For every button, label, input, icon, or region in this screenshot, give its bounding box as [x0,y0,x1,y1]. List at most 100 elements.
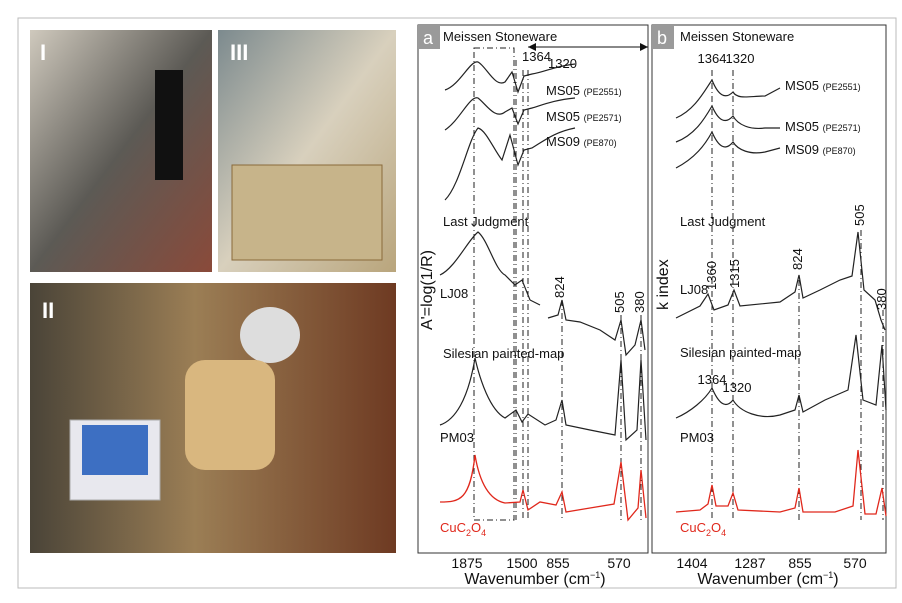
sample-label: MS05 (PE2551) [785,78,861,93]
plot-frame [417,24,649,554]
photo-label: I [40,40,46,65]
y-axis-title: k index [655,259,672,310]
shape [439,231,541,306]
frame [17,17,897,589]
x-tick-label: 855 [546,555,570,571]
shape [547,299,646,357]
guides [711,70,884,520]
text-part: MS09 [546,134,580,149]
text-part: 2 [466,528,471,538]
peak-label: 1364 [698,372,727,387]
text-part: (PE870) [823,146,856,156]
text-part: ) [833,571,838,588]
plot-frame [651,24,887,554]
text-part: (PE2551) [584,87,622,97]
peak-label: 1320 [548,56,577,71]
x-tick-label: 570 [843,555,867,571]
shape [675,130,781,169]
map [231,164,383,261]
peak-label: 1320 [726,51,755,66]
text-part: MS09 [785,142,819,157]
text-part: 4 [721,528,726,538]
sample-label: MS05 (PE2571) [785,119,861,134]
x-axis-title: Wavenumber (cm−1) [464,570,605,588]
text-part: MS05 [785,119,819,134]
guides [515,60,642,520]
peak-label: 505 [852,204,867,226]
text-part: CuC [680,520,706,535]
sample-label: MS05 (PE2571) [546,109,622,124]
text-part: (PE870) [584,138,617,148]
shape [439,357,647,442]
panel-tag [418,25,440,49]
sample-label: MS05 (PE2551) [546,83,622,98]
reference-label: CuC2O4 [440,520,486,538]
group-label: Meissen Stoneware [680,29,794,44]
group-label: Last Judgment [443,214,529,229]
photo-label: II [42,298,54,323]
shape [675,449,887,517]
x-tick-label: 1500 [506,555,537,571]
shape [444,97,576,131]
panel-tag [652,25,674,49]
spectra [439,61,647,522]
shape [675,231,886,331]
group-label: Last Judgment [680,214,766,229]
sample-label: PM03 [680,430,714,445]
peak-label: 1364 [522,49,551,64]
peak-label: 380 [874,288,889,310]
text-part: Wavenumber (cm [697,571,823,588]
text-part: −1 [823,570,833,580]
text-part: MS05 [546,83,580,98]
text-part: (PE2571) [584,113,622,123]
shape [675,334,887,419]
peak-label: 1360 [704,261,719,290]
shape [444,127,576,201]
screen [82,425,148,475]
shape [675,78,781,119]
head [240,307,300,363]
panel-tag-text: a [423,28,434,48]
sample-label: LJ08 [680,282,708,297]
photo-label: III [230,40,248,65]
shape [444,61,576,94]
peak-label: 505 [612,291,627,313]
text-part: MS05 [546,109,580,124]
x-tick-label: 855 [788,555,812,571]
text-part: (PE2551) [823,82,861,92]
peak-label: 1364 [698,51,727,66]
vase [155,70,183,180]
peak-label: 824 [552,276,567,298]
text-part: ) [600,571,605,588]
shape [675,104,780,143]
dashed-box [473,47,515,521]
spectra [675,78,887,517]
text-part: 2 [706,528,711,538]
reference-label: CuC2O4 [680,520,726,538]
panel-tag-text: b [657,28,667,48]
group-label: Silesian painted-map [680,345,801,360]
text-part: Wavenumber (cm [464,571,590,588]
peak-label: 824 [790,248,805,270]
text-part: O [711,520,721,535]
text-part: (PE2571) [823,123,861,133]
photo-1 [30,30,212,272]
x-tick-label: 570 [607,555,631,571]
peak-label: 1315 [727,259,742,288]
peak-label: 1320 [723,380,752,395]
group-label: Silesian painted-map [443,346,564,361]
text-part: −1 [590,570,600,580]
shape [439,454,647,522]
text-part: O [471,520,481,535]
sample-label: MS09 (PE870) [785,142,856,157]
peak-label: 380 [632,291,647,313]
sample-label: MS09 (PE870) [546,134,617,149]
sample-label: PM03 [440,430,474,445]
x-axis-title: Wavenumber (cm−1) [697,570,838,588]
text-part: MS05 [785,78,819,93]
y-axis-title: A'=log(1/R) [419,250,436,330]
person [185,360,275,470]
sample-label: LJ08 [440,286,468,301]
x-tick-label: 1875 [451,555,482,571]
